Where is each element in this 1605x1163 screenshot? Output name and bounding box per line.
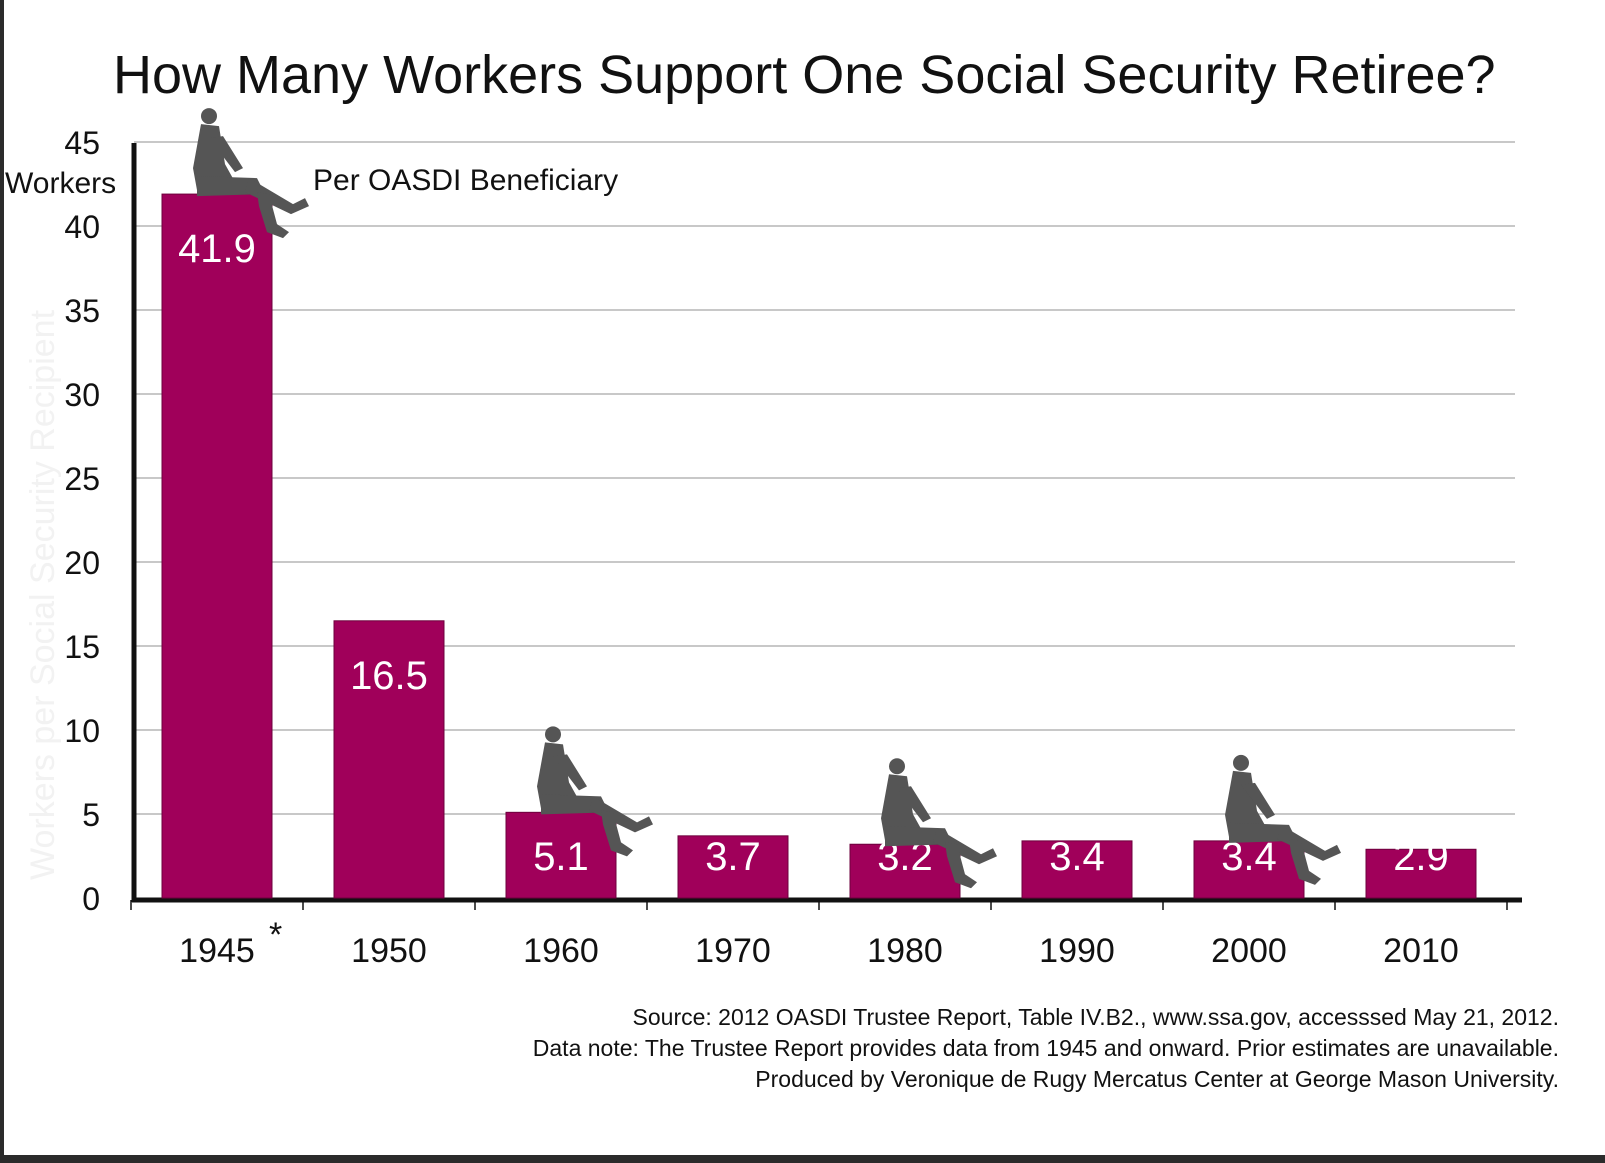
y-tick-label-5: 5: [82, 797, 100, 833]
x-axis-labels: 1945 * 1950 1960 1970 1980 1990 2000 2010: [179, 916, 1459, 970]
frame-bottom-border: [0, 1155, 1605, 1163]
y-tick-label-25: 25: [64, 461, 100, 497]
bar-2010: [1365, 848, 1477, 899]
bar-1945: [161, 193, 273, 899]
data-note-line: Data note: The Trustee Report provides d…: [532, 1035, 1559, 1061]
bar-value-label-1945: 41.9: [178, 227, 256, 271]
source-notes: Source: 2012 OASDI Trustee Report, Table…: [533, 1002, 1559, 1095]
y-tick-label-45: 45: [64, 125, 100, 161]
chart-annotation: Per OASDI Beneficiary: [313, 164, 618, 197]
x-tick-label-1950: 1950: [351, 932, 427, 970]
x-axis-tick-marks: [130, 900, 1508, 910]
y-tick-label-30: 30: [64, 377, 100, 413]
y-tick-label-20: 20: [64, 545, 100, 581]
bar-value-label-1990: 3.4: [1049, 835, 1105, 879]
bar-1990: [1021, 840, 1133, 899]
y-axis-unit-label: Workers: [5, 167, 116, 200]
source-line: Source: 2012 OASDI Trustee Report, Table…: [632, 1004, 1559, 1030]
y-tick-label-10: 10: [64, 713, 100, 749]
y-tick-label-35: 35: [64, 293, 100, 329]
x-tick-label-1970: 1970: [695, 932, 771, 970]
bar-value-label-2010: 2.9: [1393, 835, 1449, 879]
y-tick-label-40: 40: [64, 209, 100, 245]
credit-line: Produced by Veronique de Rugy Mercatus C…: [755, 1066, 1559, 1092]
chart-title: How Many Workers Support One Social Secu…: [113, 45, 1496, 105]
y-axis-ticks: 0 5 10 15 20 25 30 35 40 45: [64, 125, 100, 917]
y-tick-label-15: 15: [64, 629, 100, 665]
gridlines: [134, 141, 1515, 815]
bar-1950: [333, 620, 445, 899]
bar-value-label-1970: 3.7: [705, 835, 761, 879]
x-tick-footnote-mark-1945: *: [269, 916, 282, 954]
bar-1980: [849, 843, 961, 899]
x-tick-label-2010: 2010: [1383, 932, 1459, 970]
x-tick-label-1990: 1990: [1039, 932, 1115, 970]
bar-series: [161, 193, 1477, 899]
x-tick-label-1980: 1980: [867, 932, 943, 970]
x-tick-label-1960: 1960: [523, 932, 599, 970]
bar-1970: [677, 835, 789, 899]
bar-1960: [505, 811, 617, 899]
x-tick-label-1945: 1945: [179, 932, 255, 970]
bar-value-label-1960: 5.1: [533, 835, 589, 879]
y-tick-label-0: 0: [82, 881, 100, 917]
frame-left-border: [0, 0, 4, 1163]
x-tick-label-2000: 2000: [1211, 932, 1287, 970]
bar-value-label-1950: 16.5: [350, 654, 428, 698]
y-axis-title: Workers per Social Security Recipient: [24, 309, 62, 880]
